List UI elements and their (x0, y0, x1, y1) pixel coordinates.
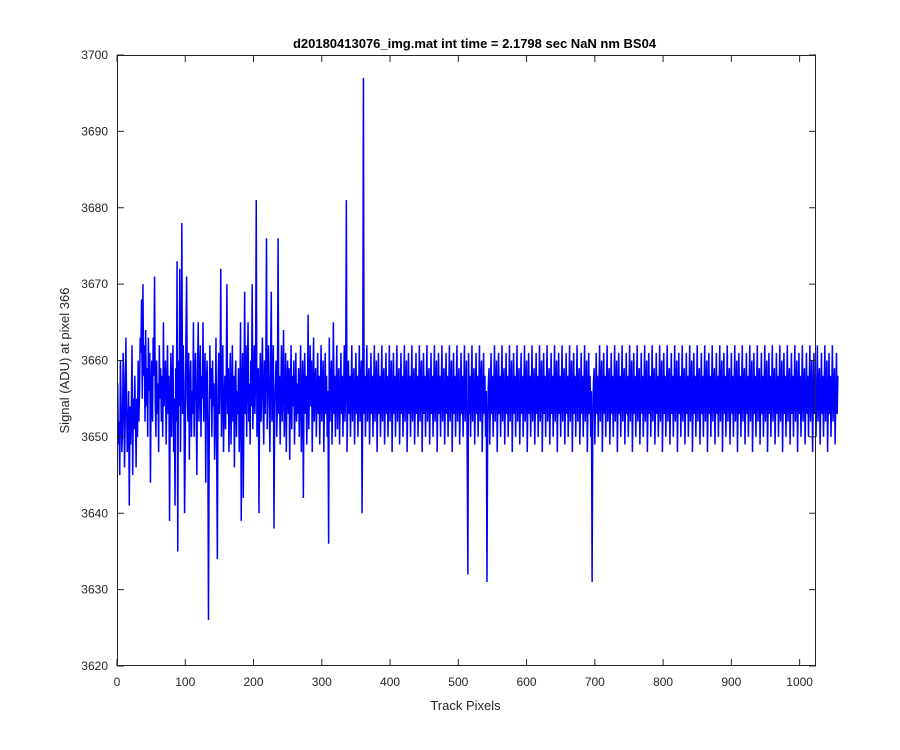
x-tick-label-200: 200 (244, 675, 264, 689)
y-axis-label: Signal (ADU) at pixel 366 (57, 288, 72, 434)
series-layer (116, 77, 839, 621)
y-tick-label-3620: 3620 (81, 659, 108, 673)
y-axis-ticks: 3620 3630 3640 3650 3660 3670 3680 3690 3700 (81, 48, 816, 673)
y-tick-label-3650: 3650 (81, 430, 108, 444)
x-axis-label: Track Pixels (430, 698, 501, 713)
x-tick-label-400: 400 (380, 675, 400, 689)
signal-series-line (116, 77, 839, 621)
x-tick-label-700: 700 (585, 675, 605, 689)
x-tick-label-600: 600 (517, 675, 537, 689)
y-tick-label-3690: 3690 (81, 124, 108, 138)
x-tick-label-0: 0 (114, 675, 121, 689)
chart-title: d20180413076_img.mat int time = 2.1798 s… (293, 36, 657, 51)
y-tick-label-3670: 3670 (81, 277, 108, 291)
y-tick-label-3640: 3640 (81, 506, 108, 520)
x-tick-label-100: 100 (175, 675, 195, 689)
x-tick-label-900: 900 (721, 675, 741, 689)
plot-frame (117, 55, 816, 666)
y-tick-label-3700: 3700 (81, 48, 108, 62)
x-tick-label-800: 800 (653, 675, 673, 689)
x-tick-label-300: 300 (312, 675, 332, 689)
x-tick-label-1000: 1000 (786, 675, 813, 689)
y-tick-label-3660: 3660 (81, 354, 108, 368)
y-tick-label-3630: 3630 (81, 583, 108, 597)
x-axis-ticks: 0 100 200 300 400 500 600 700 800 900 1000 (114, 55, 813, 689)
y-tick-label-3680: 3680 (81, 201, 108, 215)
x-tick-label-500: 500 (448, 675, 468, 689)
